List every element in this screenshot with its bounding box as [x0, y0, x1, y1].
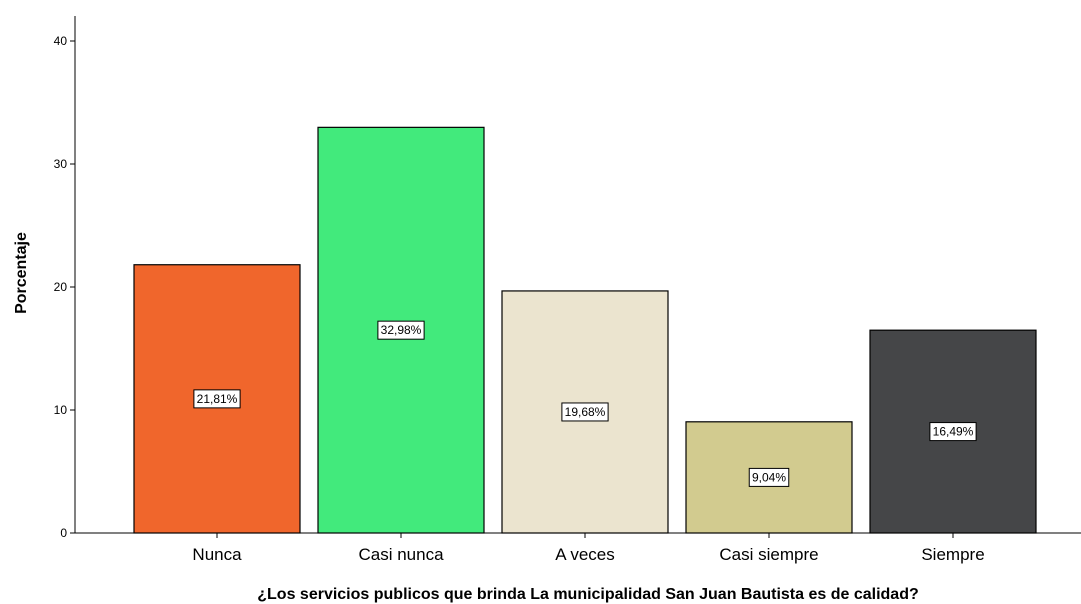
y-tick-label: 20 [54, 280, 68, 294]
data-label-box [748, 467, 790, 487]
data-label-box [377, 320, 425, 340]
y-tick-label: 10 [54, 403, 68, 417]
x-tick-label: Nunca [192, 545, 242, 564]
data-label-box [929, 422, 977, 442]
x-axis-title: ¿Los servicios publicos que brinda La mu… [257, 586, 919, 603]
y-tick-label: 40 [54, 34, 68, 48]
x-tick-label: A veces [555, 545, 615, 564]
data-label: 16,49% [933, 425, 974, 439]
data-label-box [193, 389, 241, 409]
data-label: 32,98% [381, 323, 422, 337]
y-tick-label: 0 [60, 526, 67, 540]
data-label: 21,81% [197, 392, 238, 406]
data-label-box [561, 402, 609, 422]
bars [133, 126, 1037, 534]
y-tick-label: 30 [54, 157, 68, 171]
y-axis-title: Porcentaje [13, 232, 30, 314]
x-tick-label: Siempre [921, 545, 984, 564]
x-tick-label: Casi siempre [719, 545, 818, 564]
data-labels: 21,81% 32,98% 19,68% 9,04% 16,49% [193, 320, 977, 487]
data-label: 19,68% [565, 405, 606, 419]
x-tick-label: Casi nunca [358, 545, 444, 564]
data-label: 9,04% [752, 470, 786, 484]
axes: 0 10 20 30 40 Nunca Casi nunca A veces Casi siem… [54, 16, 1081, 564]
